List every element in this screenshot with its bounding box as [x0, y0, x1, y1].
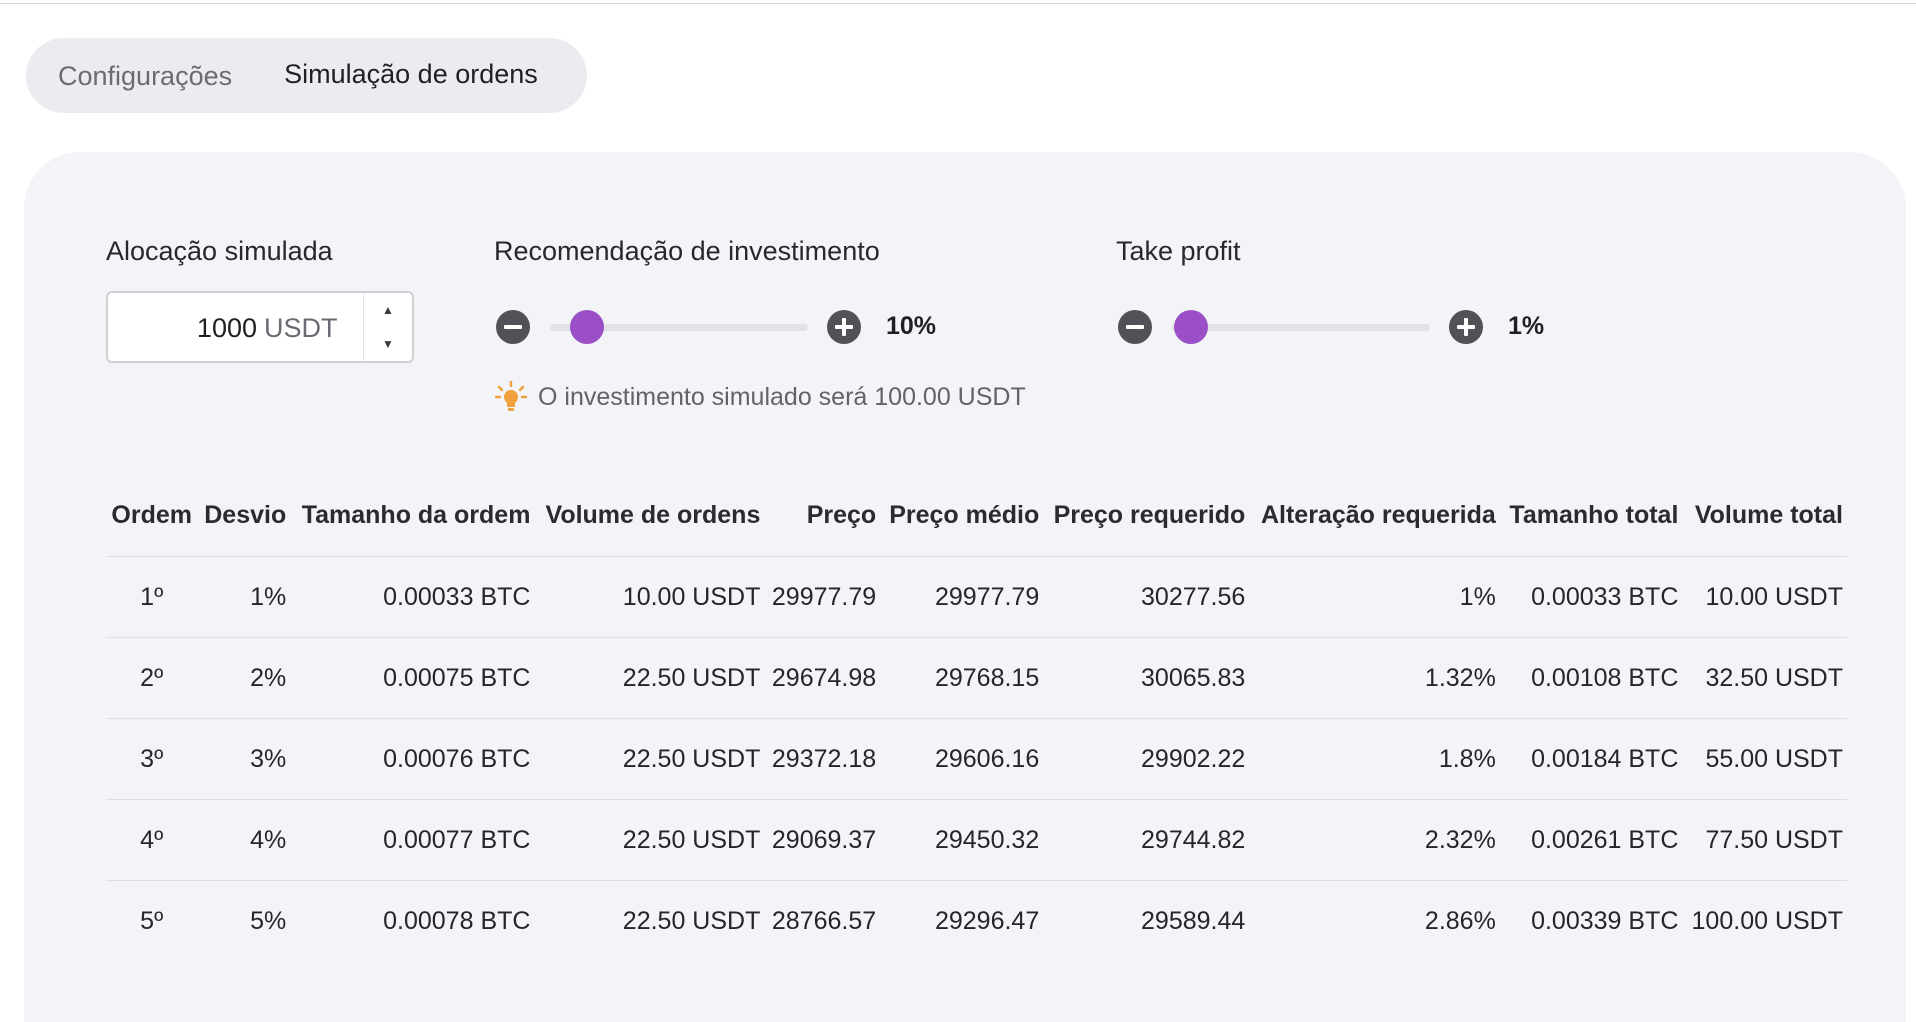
minus-icon — [504, 325, 522, 329]
hint-text: O investimento simulado será 100.00 USDT — [538, 382, 1026, 411]
table-cell: 3% — [197, 718, 291, 800]
table-cell: 0.00108 BTC — [1499, 637, 1683, 719]
table-row: 3º 3% 0.00076 BTC 22.50 USDT 29372.18 29… — [106, 718, 1847, 800]
take-profit-label: Take profit — [1116, 236, 1241, 266]
tab-simulacao-de-ordens[interactable]: Simulação de ordens — [284, 59, 538, 89]
investment-decrease-button[interactable] — [496, 310, 530, 344]
table-cell: 2º — [106, 637, 198, 719]
table-cell: 29069.37 — [764, 799, 881, 881]
table-row: 1º 1% 0.00033 BTC 10.00 USDT 29977.79 29… — [106, 556, 1847, 638]
table-cell: 29674.98 — [764, 637, 881, 719]
table-cell: 2.86% — [1424, 906, 1496, 935]
table-cell: 29450.32 — [880, 799, 1044, 881]
simulated-investment-hint: O investimento simulado será 100.00 USDT — [494, 380, 1026, 414]
table-cell: 28766.57 — [771, 906, 877, 935]
table-cell: 22.50 USDT — [534, 637, 765, 719]
table-cell: 30277.56 — [1043, 556, 1250, 638]
column-header: Preço — [764, 474, 881, 557]
take-profit-slider-handle[interactable] — [1174, 310, 1208, 344]
stepper-up-icon[interactable]: ▲ — [382, 303, 394, 317]
column-header: Volume total — [1682, 474, 1847, 557]
investment-slider-track[interactable] — [550, 324, 808, 331]
column-header: Volume de ordens — [534, 474, 765, 557]
allocation-value[interactable]: 1000 — [196, 313, 257, 343]
investment-value: 10% — [886, 312, 937, 340]
table-cell: 5º — [140, 906, 164, 935]
column-header: Ordem — [106, 474, 198, 557]
investment-slider-group: 10% — [496, 306, 956, 346]
take-profit-slider-track[interactable] — [1172, 324, 1430, 331]
take-profit-value: 1% — [1508, 312, 1545, 340]
investment-slider-handle[interactable] — [570, 310, 604, 344]
allocation-label: Alocação simulada — [106, 236, 333, 266]
table-cell: 29744.82 — [1043, 799, 1250, 881]
minus-icon — [1126, 325, 1144, 329]
orders-table: Ordem Desvio Tamanho da ordem Volume de … — [106, 474, 1847, 961]
table-cell: 32.50 USDT — [1682, 637, 1847, 719]
table-cell: 2% — [197, 637, 291, 719]
table-cell: 30065.83 — [1043, 637, 1250, 719]
table-cell: 3º — [106, 718, 198, 800]
table-cell: 5% — [250, 906, 287, 935]
table-cell: 0.00339 BTC — [1531, 906, 1679, 935]
column-header: Alteração requerida — [1249, 474, 1500, 557]
investment-increase-button[interactable] — [827, 310, 861, 344]
allocation-stepper: ▲ ▼ — [363, 293, 412, 361]
table-cell: 1º — [106, 556, 198, 638]
table-cell: 22.50 USDT — [622, 906, 761, 935]
table-cell: 29768.15 — [880, 637, 1044, 719]
table-cell: 0.00078 BTC — [383, 906, 531, 935]
lightbulb-icon — [494, 380, 528, 414]
table-cell: 22.50 USDT — [534, 718, 765, 800]
table-cell: 0.00076 BTC — [290, 718, 535, 800]
table-cell: 29977.79 — [880, 556, 1044, 638]
table-cell: 77.50 USDT — [1682, 799, 1847, 881]
table-cell: 29977.79 — [764, 556, 881, 638]
table-header-row: Ordem Desvio Tamanho da ordem Volume de … — [106, 474, 1847, 557]
allocation-unit: USDT — [264, 313, 338, 343]
table-cell: 1% — [1249, 556, 1500, 638]
table-cell: 29372.18 — [764, 718, 881, 800]
column-header: Desvio — [197, 474, 291, 557]
column-header: Tamanho total — [1499, 474, 1683, 557]
table-row: 4º 4% 0.00077 BTC 22.50 USDT 29069.37 29… — [106, 799, 1847, 881]
table-cell: 29589.44 — [1141, 906, 1246, 935]
take-profit-increase-button[interactable] — [1449, 310, 1483, 344]
table-cell: 1.8% — [1249, 718, 1500, 800]
take-profit-slider-group: 1% — [1118, 306, 1558, 346]
column-header: Tamanho da ordem — [290, 474, 535, 557]
table-cell: 29296.47 — [934, 906, 1040, 935]
table-cell: 29606.16 — [880, 718, 1044, 800]
top-divider — [0, 0, 1916, 4]
table-cell: 10.00 USDT — [534, 556, 765, 638]
table-cell: 0.00077 BTC — [290, 799, 535, 881]
simulation-panel: Alocação simulada 1000 USDT ▲ ▼ Recomend… — [24, 152, 1906, 1022]
table-cell: 55.00 USDT — [1682, 718, 1847, 800]
investment-recommendation-label: Recomendação de investimento — [494, 236, 880, 266]
table-row: 5º 5% 0.00078 BTC 22.50 USDT 28766.57 29… — [106, 881, 1847, 962]
table-cell: 10.00 USDT — [1682, 556, 1847, 638]
table-cell: 4º — [106, 799, 198, 881]
table-cell: 22.50 USDT — [534, 799, 765, 881]
take-profit-decrease-button[interactable] — [1118, 310, 1152, 344]
tab-configuracoes[interactable]: Configurações — [58, 61, 233, 91]
table-cell: 0.00033 BTC — [1499, 556, 1683, 638]
table-cell: 1.32% — [1249, 637, 1500, 719]
table-cell: 2.32% — [1249, 799, 1500, 881]
column-header: Preço requerido — [1043, 474, 1250, 557]
table-cell: 4% — [197, 799, 291, 881]
tab-bar: Configurações Simulação de ordens — [26, 38, 587, 113]
stepper-down-icon[interactable]: ▼ — [382, 337, 394, 351]
table-cell: 0.00261 BTC — [1499, 799, 1683, 881]
table-cell: 0.00033 BTC — [290, 556, 535, 638]
table-cell: 0.00075 BTC — [290, 637, 535, 719]
table-row: 2º 2% 0.00075 BTC 22.50 USDT 29674.98 29… — [106, 637, 1847, 719]
table-cell: 0.00184 BTC — [1499, 718, 1683, 800]
table-cell: 100.00 USDT — [1691, 906, 1843, 935]
table-cell: 1% — [197, 556, 291, 638]
allocation-input[interactable]: 1000 USDT ▲ ▼ — [106, 291, 414, 363]
table-cell: 29902.22 — [1043, 718, 1250, 800]
column-header: Preço médio — [880, 474, 1044, 557]
